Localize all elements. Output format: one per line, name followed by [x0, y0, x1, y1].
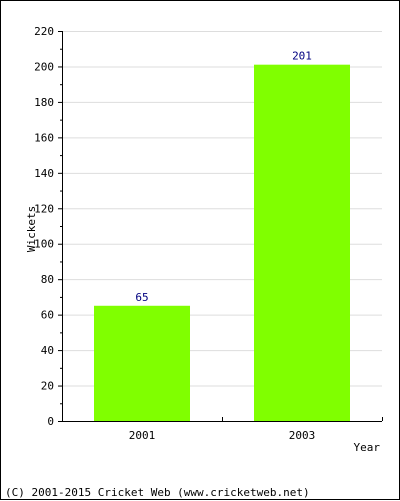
- y-tick-label: 100: [34, 238, 54, 251]
- data-labels: 65 201: [135, 50, 312, 304]
- y-tick-label: 200: [34, 60, 54, 73]
- y-tick-label: 180: [34, 96, 54, 109]
- data-label-2003: 201: [292, 50, 312, 63]
- x-axis-title: Year: [354, 441, 381, 454]
- y-axis-title: Wickets: [25, 206, 38, 252]
- x-tick-label: 2001: [129, 429, 156, 442]
- bars: [94, 64, 350, 421]
- bar-2003: [254, 64, 350, 421]
- y-tick-label: 120: [34, 202, 54, 215]
- tick-labels: 2001 2003 0 20 40 60 80 100 120 140 160 180 200 220: [34, 25, 315, 442]
- x-tick-label: 2003: [289, 429, 316, 442]
- footer-copyright: (C) 2001-2015 Cricket Web (www.cricketwe…: [5, 486, 310, 499]
- y-tick-label: 140: [34, 167, 54, 180]
- data-label-2001: 65: [135, 291, 148, 304]
- bar-2001: [94, 305, 190, 421]
- y-tick-label: 0: [47, 415, 54, 428]
- y-tick-label: 40: [41, 344, 54, 357]
- y-tick-label: 160: [34, 131, 54, 144]
- axes: [58, 31, 383, 422]
- y-tick-label: 20: [41, 380, 54, 393]
- y-tick-label: 80: [41, 273, 54, 286]
- y-tick-label: 60: [41, 309, 54, 322]
- y-tick-label: 220: [34, 25, 54, 38]
